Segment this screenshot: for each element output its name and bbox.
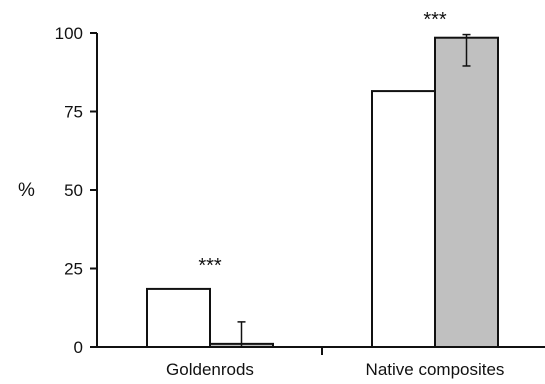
- x-category-label: Native composites: [366, 360, 505, 379]
- y-axis-label: %: [18, 180, 35, 201]
- bars: [146, 36, 499, 349]
- y-tick-label: 0: [74, 338, 83, 357]
- y-tick-label: 25: [64, 260, 83, 279]
- x-category-label: Goldenrods: [166, 360, 254, 379]
- y-tick-label: 75: [64, 103, 83, 122]
- bar: [371, 90, 436, 348]
- labels: 0 25 50 75 100 Goldenrods *** Native composites…: [55, 9, 505, 379]
- bar: [146, 287, 211, 349]
- error-bars: [237, 33, 471, 348]
- bar: [434, 36, 499, 349]
- y-tick-label: 50: [64, 181, 83, 200]
- significance-annotation: ***: [423, 9, 447, 31]
- significance-annotation: ***: [198, 255, 222, 277]
- y-tick-label: 100: [55, 24, 83, 43]
